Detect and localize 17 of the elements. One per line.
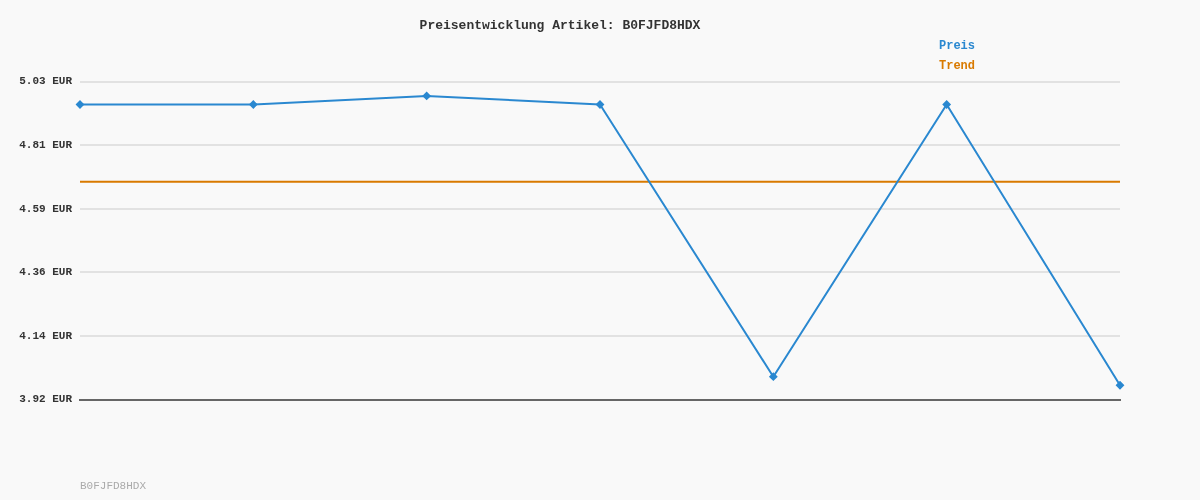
point bbox=[249, 100, 258, 109]
point bbox=[1116, 381, 1124, 390]
point bbox=[422, 91, 431, 100]
text: Preis bbox=[938, 38, 975, 55]
y-tick-label: 4.14 EUR bbox=[19, 329, 73, 342]
y-tick-label: 4.81 EUR bbox=[19, 138, 73, 151]
point bbox=[769, 372, 778, 381]
point bbox=[76, 100, 84, 109]
text: B0FJFD8HDX bbox=[80, 480, 147, 492]
y-tick-label: 5.03 EUR bbox=[19, 75, 73, 88]
point bbox=[596, 100, 604, 109]
chart-title: Preisentwicklung Artikel: B0FJFD8HDX bbox=[419, 18, 701, 34]
text: Trend bbox=[938, 58, 975, 75]
y-tick-label: 4.59 EUR bbox=[19, 202, 73, 215]
y-tick-label: 4.36 EUR bbox=[19, 266, 73, 279]
point bbox=[942, 100, 951, 109]
y-tick-label: 3.92 EUR bbox=[19, 393, 73, 406]
